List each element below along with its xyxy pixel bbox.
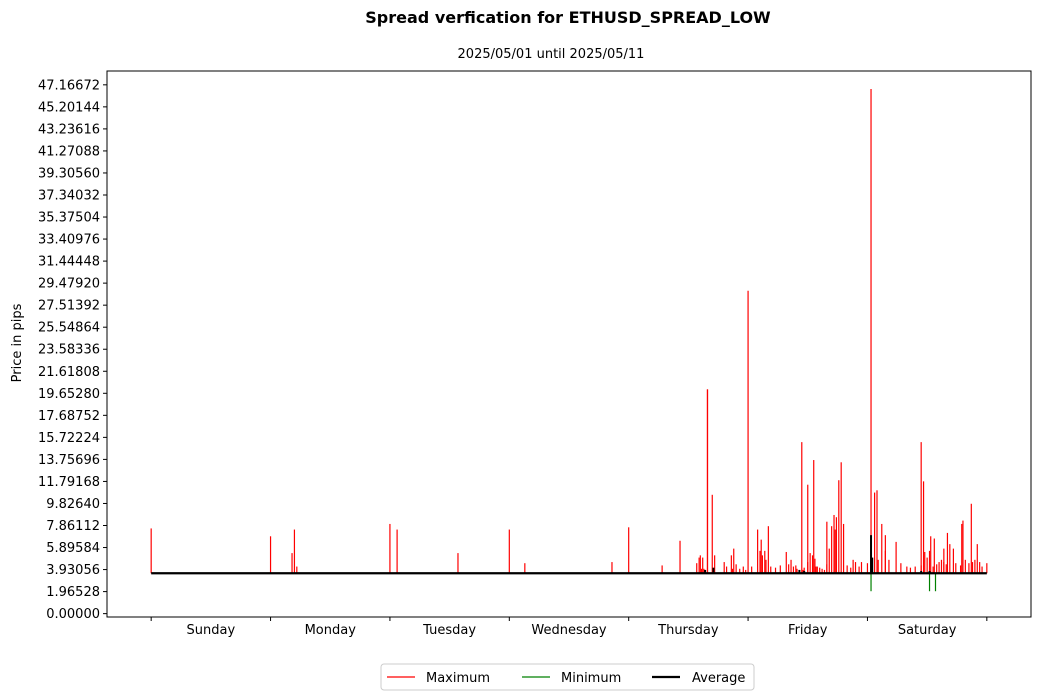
legend-box [380,663,755,691]
legend: Maximum Minimum Average [380,663,755,691]
x-category-label: Friday [788,623,828,638]
plot-series [150,88,988,592]
y-tick-label: 17.68752 [38,409,100,424]
y-axis-label: Price in pips [10,303,25,382]
x-category-label: Sunday [187,623,236,638]
x-category-label: Tuesday [422,623,476,638]
y-tick-label: 9.82640 [46,497,100,512]
x-axis-ticks: Sunday Monday Tuesday Wednesday Thursday Frid… [150,617,988,638]
y-tick-label: 3.93056 [46,563,100,578]
y-tick-label: 11.79168 [38,475,100,490]
y-tick-label: 19.65280 [38,387,100,402]
x-category-label: Saturday [898,623,957,638]
y-tick-label: 37.34032 [38,188,100,203]
y-tick-label: 33.40976 [38,233,100,248]
x-category-label: Wednesday [531,623,607,638]
y-axis-ticks: 0.00000 1.96528 3.93056 5.89584 7.86112 9.826… [38,78,107,622]
legend-label: Minimum [561,671,621,686]
y-tick-label: 47.16672 [38,78,100,93]
y-tick-label: 41.27088 [38,144,100,159]
y-tick-label: 45.20144 [38,100,100,115]
y-tick-label: 13.75696 [38,453,100,468]
y-tick-label: 23.58336 [38,343,100,358]
x-category-label: Thursday [657,623,719,638]
y-tick-label: 43.23616 [38,122,100,137]
legend-label: Average [692,671,745,686]
legend-label: Maximum [426,671,490,686]
y-tick-label: 31.44448 [38,255,100,270]
y-tick-label: 35.37504 [38,211,100,226]
y-tick-label: 39.30560 [38,166,100,181]
y-tick-label: 25.54864 [38,321,100,336]
chart-subtitle: 2025/05/01 until 2025/05/11 [458,47,645,62]
y-tick-label: 21.61808 [38,365,100,380]
series-maximum [150,88,988,574]
y-tick-label: 29.47920 [38,277,100,292]
y-tick-label: 0.00000 [46,607,100,622]
series-average [151,535,987,575]
y-tick-label: 15.72224 [38,431,100,446]
chart-title: Spread verfication for ETHUSD_SPREAD_LOW [365,8,771,27]
y-tick-label: 5.89584 [46,541,100,556]
y-tick-label: 7.86112 [46,519,100,534]
plot-frame [106,70,1032,618]
series-minimum [870,573,937,592]
y-tick-label: 27.51392 [38,299,100,314]
y-tick-label: 1.96528 [46,585,100,600]
x-category-label: Monday [305,623,357,638]
